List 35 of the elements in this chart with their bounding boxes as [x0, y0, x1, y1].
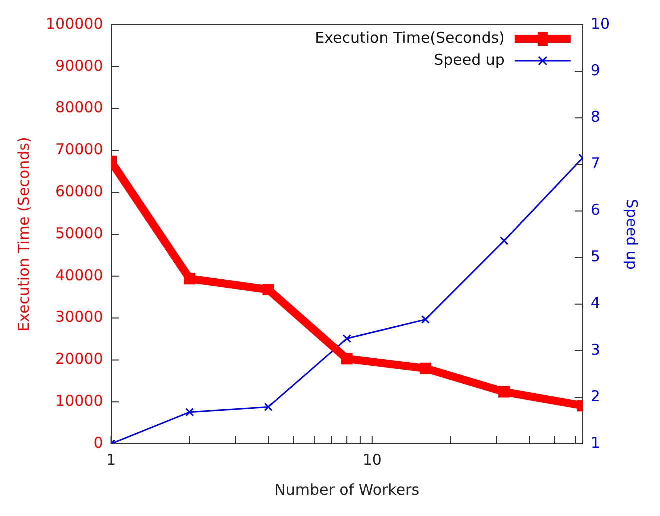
point — [420, 362, 432, 374]
y2-tick-label: 2 — [590, 387, 600, 406]
y-tick-label: 10000 — [56, 392, 104, 410]
y2-tick-label: 1 — [590, 434, 600, 452]
y2-tick-label: 6 — [590, 201, 600, 220]
point — [186, 408, 194, 417]
point — [262, 284, 274, 296]
y2-tick-label: 3 — [590, 340, 600, 359]
point — [500, 236, 509, 246]
y-tick-label: 0 — [94, 434, 104, 452]
y-tick-label: 80000 — [56, 98, 104, 117]
y-tick-label: 20000 — [56, 350, 104, 368]
y-tick-label: 70000 — [56, 140, 104, 159]
point — [342, 334, 352, 344]
y-tick-label: 50000 — [56, 224, 104, 242]
y2-tick-label: 7 — [590, 154, 600, 173]
y2-tick-label: 8 — [590, 108, 600, 126]
legend-label: Speed up — [434, 50, 505, 69]
y-tick-label: 30000 — [56, 308, 104, 326]
y2-tick-label: 5 — [590, 248, 600, 266]
y-tick-label: 60000 — [56, 182, 104, 200]
x-axis-title: Number of Workers — [274, 480, 420, 499]
y-tick-label: 40000 — [56, 266, 104, 284]
y-tick-label: 90000 — [56, 56, 104, 75]
legend-label: Execution Time(Seconds) — [315, 28, 505, 47]
point — [184, 273, 196, 285]
point — [264, 402, 273, 412]
y2-tick-label: 10 — [590, 14, 610, 33]
y2-tick-label: 4 — [590, 294, 600, 312]
point — [341, 353, 353, 365]
y2-tick-label: 9 — [590, 61, 600, 80]
y2-axis-title: Speed up — [623, 199, 642, 270]
point — [421, 315, 430, 324]
y-tick-label: 100000 — [46, 14, 104, 33]
y-axis-title: Execution Time (Seconds) — [14, 137, 33, 332]
